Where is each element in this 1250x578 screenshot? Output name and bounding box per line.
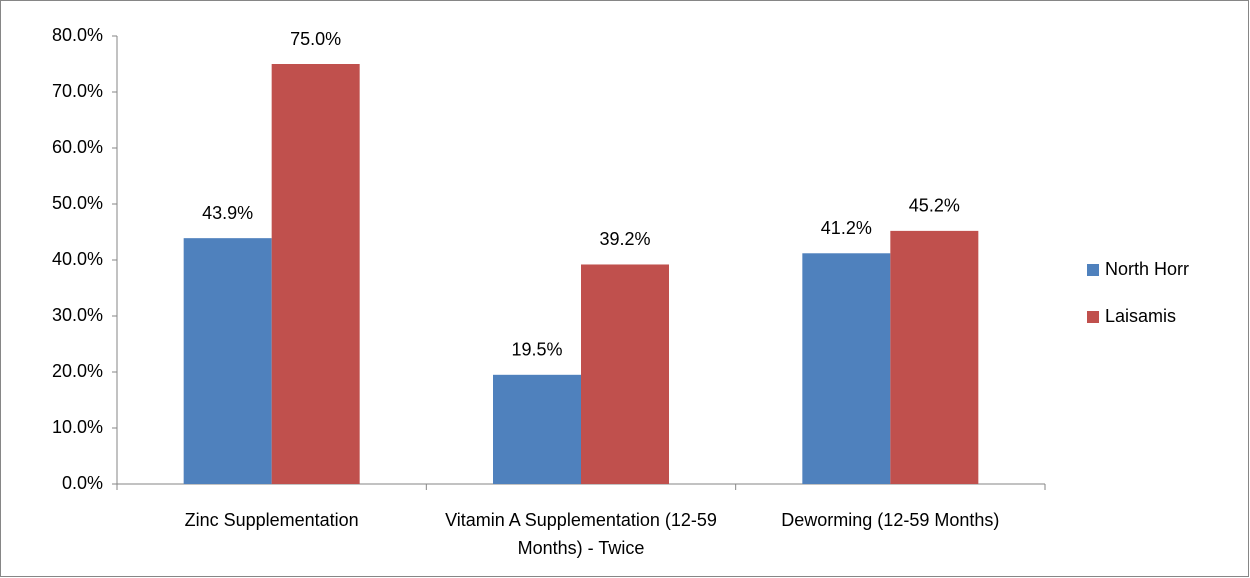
y-tick-label: 10.0% [52,417,103,437]
data-label: 39.2% [599,229,650,249]
legend-label: North Horr [1105,259,1189,279]
data-label: 19.5% [511,340,562,360]
y-tick-label: 70.0% [52,81,103,101]
legend-label: Laisamis [1105,306,1176,326]
x-tick-label: Zinc Supplementation [184,510,359,530]
bar [581,264,669,484]
bar [890,230,979,484]
bar [493,374,581,484]
y-tick-label: 80.0% [52,25,103,45]
y-tick-label: 20.0% [52,361,103,381]
y-tick-label: 0.0% [62,473,103,493]
data-label: 43.9% [202,203,253,223]
bar [271,64,360,484]
y-tick-label: 30.0% [52,305,103,325]
bar [802,253,891,484]
y-tick-label: 60.0% [52,137,103,157]
y-tick-label: 40.0% [52,249,103,269]
bar [183,238,272,484]
data-label: 41.2% [821,218,872,238]
data-label: 45.2% [909,196,960,216]
x-tick-label: Vitamin A Supplementation (12-59 Months)… [445,510,717,558]
legend-swatch [1087,264,1099,276]
x-tick-label: Deworming (12-59 Months) [781,510,1000,530]
legend-swatch [1087,311,1099,323]
y-tick-label: 50.0% [52,193,103,213]
data-label: 75.0% [290,29,341,49]
